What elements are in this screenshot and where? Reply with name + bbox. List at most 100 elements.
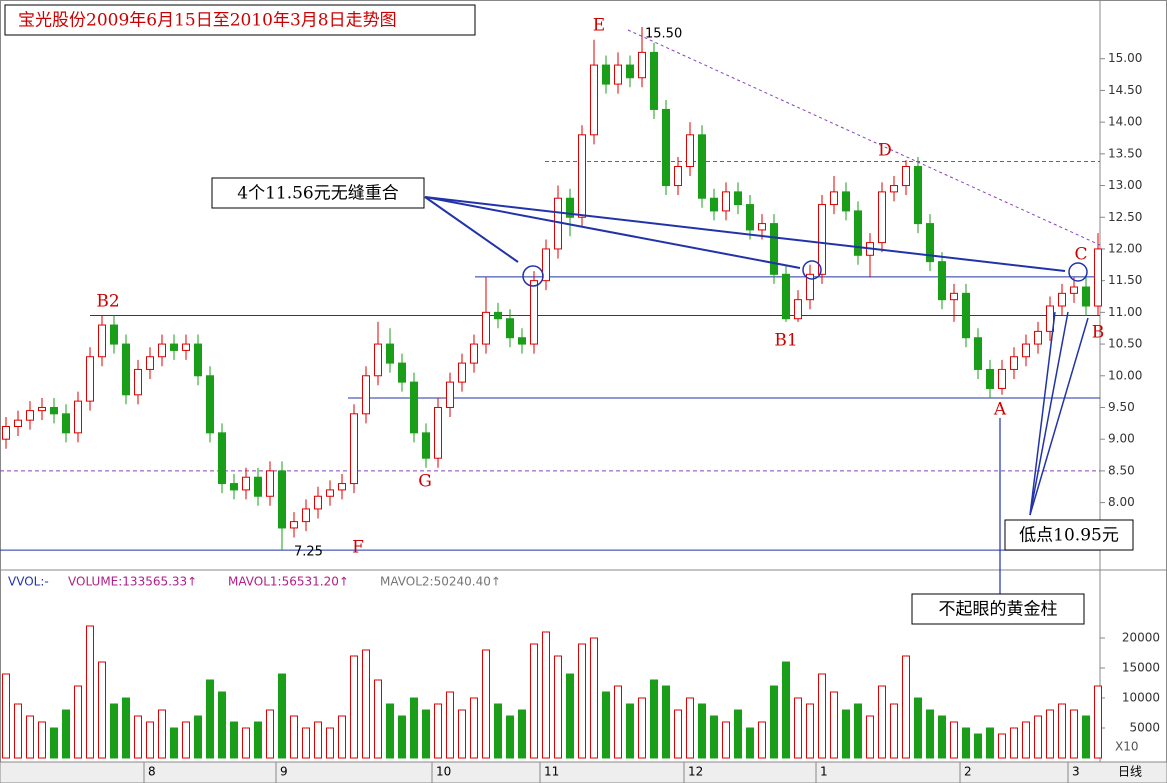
candle-body [218,432,226,485]
arrow [424,196,801,269]
volume-bar [110,703,118,759]
volume-bar [566,673,574,759]
volume-bar [842,709,850,759]
volume-bar [866,715,874,759]
volume-bar [794,697,802,759]
candle-body [170,343,178,351]
label-f: F [352,538,364,558]
volume-bar [686,697,694,759]
label-d: D [878,141,892,161]
y-tick-label: 13.00 [1108,178,1142,192]
label-g: G [418,472,432,492]
label-a: A [993,400,1007,420]
volume-bar [182,721,190,759]
candle-body [890,185,898,193]
candle-body [614,64,622,85]
candle-body [1070,286,1078,294]
candle-body [998,368,1006,389]
candle-body [206,375,214,434]
volume-bar [998,733,1006,759]
candle-body [266,470,274,497]
volume-bar [782,661,790,759]
candle-body [602,64,610,85]
note: 4个11.56元无缝重合 [237,184,398,204]
candle-body [734,191,742,206]
candle-body [914,166,922,225]
volume-bar [1070,709,1078,759]
volume-bar [614,685,622,759]
label-low: 7.25 [294,545,323,560]
volume-bar [482,649,490,759]
y-tick-label: 10.50 [1108,337,1142,351]
candle-body [422,432,430,459]
x-tick-label: 8 [148,765,156,779]
candle-body [794,299,802,320]
volume-bar [410,697,418,759]
y-tick-label: 13.50 [1108,146,1142,160]
volume-bar [98,661,106,759]
candle-body [722,191,730,212]
volume-bar [986,727,994,759]
volume-bar [194,715,202,759]
x-tick-label: 9 [280,765,288,779]
y-tick-label: 10.00 [1108,368,1142,382]
volume-bar [878,685,886,759]
volume-bar [806,703,814,759]
volume-header: VVOL:- [8,575,49,589]
label-e: E [593,16,605,36]
candle-body [470,343,478,364]
candle-body [494,311,502,320]
candle-body [962,292,970,339]
candle-body [782,273,790,320]
candle-body [230,483,238,491]
candle-body [398,362,406,383]
candle-body [338,483,346,491]
y-tick-label: 11.00 [1108,305,1142,319]
volume-bar [218,691,226,759]
candle-body [242,476,250,491]
candle-body [26,410,34,421]
y-tick-label: 8.00 [1108,495,1135,509]
candle-body [926,223,934,263]
candle-body [662,108,670,187]
candle-body [86,356,94,402]
chart-title: 宝光股份2009年6月15日至2010年3月8日走势图 [18,11,397,31]
y-tick-label: 14.00 [1108,115,1142,129]
volume-bar [962,727,970,759]
candle-body [1094,248,1102,307]
volume-bar [902,655,910,759]
candle-body [590,64,598,136]
note: 低点10.95元 [1019,526,1119,546]
volume-bar [302,727,310,759]
circle [1068,262,1088,282]
volume-bar [518,709,526,759]
volume-bar [710,715,718,759]
candle-body [278,470,286,529]
candle-body [686,134,694,168]
candle-body [986,368,994,389]
arrows [424,196,1089,595]
volume-bar [590,637,598,759]
candle-body [626,64,634,79]
candle-body [314,495,322,510]
candle-body [410,381,418,434]
volume-bar [230,721,238,759]
circle [522,265,544,287]
candle-body [386,343,394,364]
volume-bar [470,697,478,759]
candle-body [158,343,166,358]
volume-bar [1010,727,1018,759]
x-tick-label: 1 [820,765,828,779]
volume-bar [1082,715,1090,759]
candle-body [530,280,538,345]
arrow [424,196,519,263]
arrow [424,196,1066,272]
candle-body [110,324,118,345]
volume-bar [494,703,502,759]
marks: 8.00 8.50 9.00 9.50 10.00 10.50 11.00 11.50 12.0… [0,27,1160,783]
volume-bar [146,721,154,759]
candle-body [146,356,154,370]
volume-bar [158,709,166,759]
label-high: 15.50 [645,27,682,42]
y-tick-label: 20000 [1122,631,1160,645]
